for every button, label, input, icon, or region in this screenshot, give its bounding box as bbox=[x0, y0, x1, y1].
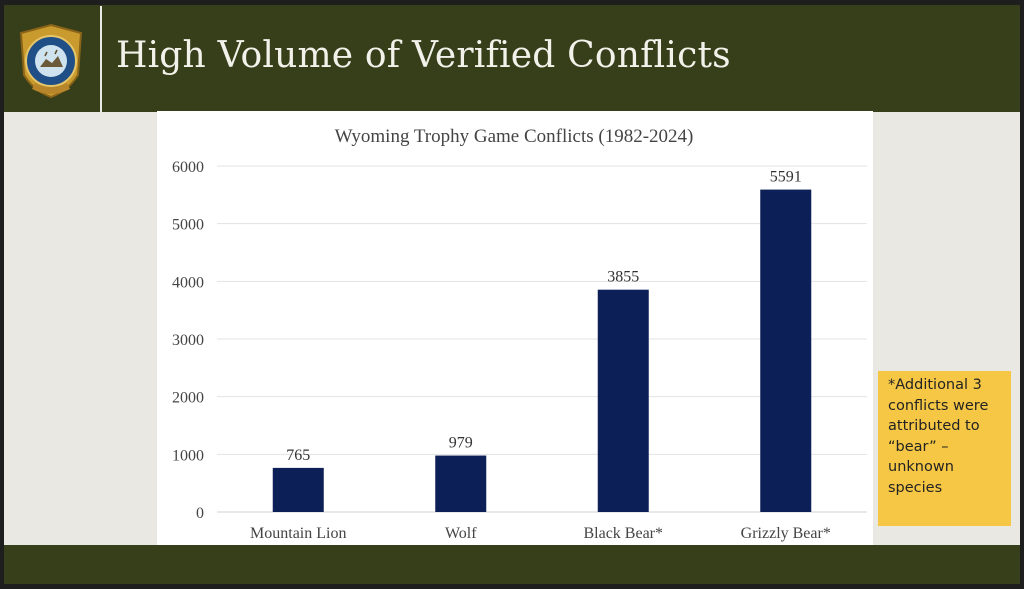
footer-bar bbox=[4, 545, 1020, 584]
y-tick-label: 3000 bbox=[172, 332, 204, 349]
chart-panel: Wyoming Trophy Game Conflicts (1982-2024… bbox=[157, 111, 873, 545]
header-bar: High Volume of Verified Conflicts bbox=[4, 5, 1020, 112]
wyoming-game-fish-logo bbox=[19, 23, 83, 99]
chart-title: Wyoming Trophy Game Conflicts (1982-2024… bbox=[335, 126, 694, 147]
data-label: 765 bbox=[286, 447, 310, 464]
data-label: 3855 bbox=[607, 269, 639, 286]
y-tick-label: 4000 bbox=[172, 274, 204, 291]
data-label: 979 bbox=[449, 435, 473, 452]
bar bbox=[760, 189, 812, 512]
x-tick-label: Mountain Lion bbox=[250, 525, 346, 542]
y-tick-label: 2000 bbox=[172, 390, 204, 407]
slide-title: High Volume of Verified Conflicts bbox=[116, 35, 731, 76]
x-tick-label: Grizzly Bear* bbox=[741, 525, 831, 542]
header-divider bbox=[100, 6, 102, 112]
x-tick-label: Black Bear* bbox=[583, 525, 663, 542]
x-tick-label: Wolf bbox=[445, 525, 477, 542]
y-tick-label: 1000 bbox=[172, 447, 204, 464]
y-tick-label: 5000 bbox=[172, 217, 204, 234]
bar-chart: Wyoming Trophy Game Conflicts (1982-2024… bbox=[172, 126, 867, 542]
slide: High Volume of Verified Conflicts Wyomin… bbox=[4, 5, 1020, 584]
footnote-box: *Additional 3 conflicts were attributed … bbox=[878, 371, 1011, 526]
bar bbox=[435, 455, 487, 512]
data-label: 5591 bbox=[770, 169, 802, 186]
bar bbox=[272, 467, 324, 512]
y-tick-label: 6000 bbox=[172, 159, 204, 176]
y-tick-label: 0 bbox=[196, 505, 204, 522]
bar bbox=[597, 289, 649, 512]
